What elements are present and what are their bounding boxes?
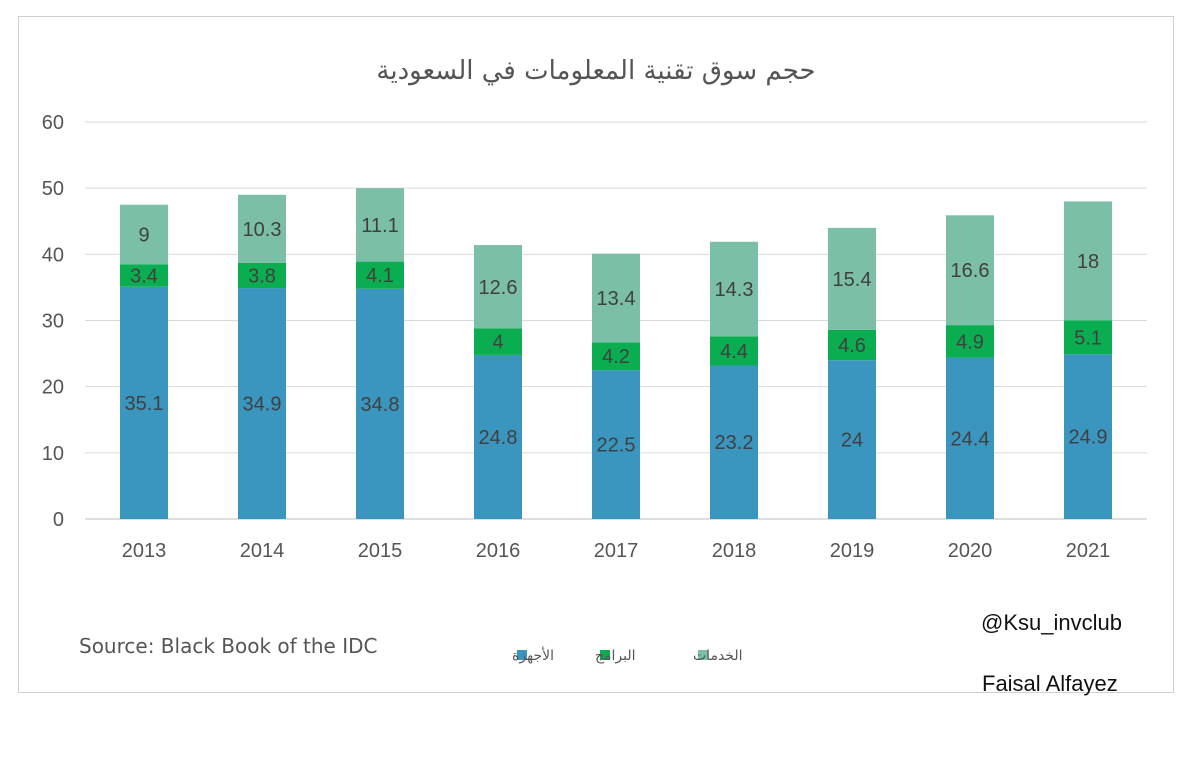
x-tick-label: 2016 <box>476 540 521 562</box>
x-axis: 2013 2014 2015 2016 2017 2018 2019 2020 2021 <box>122 540 1111 562</box>
x-tick-label: 2021 <box>1066 540 1111 562</box>
bar-segment <box>828 227 876 330</box>
y-axis: 0 10 20 30 40 50 60 <box>42 112 64 531</box>
bar-segment <box>592 370 640 519</box>
x-tick-label: 2014 <box>240 540 285 562</box>
data-label: 3.8 <box>248 266 276 288</box>
data-label: 3.4 <box>130 266 158 288</box>
bar-segment <box>238 194 286 263</box>
bar-segment <box>356 188 404 262</box>
data-label: 15.4 <box>833 269 872 291</box>
bar-segment <box>356 261 404 289</box>
bar-segment <box>120 264 168 287</box>
bar-segment <box>710 241 758 337</box>
y-tick-label: 50 <box>42 178 64 200</box>
bar-segment <box>474 354 522 519</box>
data-label: 35.1 <box>125 393 164 415</box>
bar-segment <box>238 262 286 289</box>
data-label: 10.3 <box>243 219 282 241</box>
bar-segment <box>238 288 286 519</box>
data-label: 4.1 <box>366 265 394 287</box>
data-label: 4.6 <box>838 335 866 357</box>
stacked-bar-chart: حجم سوق تقنية المعلومات في السعودية 0 10 2… <box>42 56 1147 664</box>
bar-segment <box>474 328 522 355</box>
bar-segment <box>120 286 168 519</box>
data-label: 9 <box>138 224 149 246</box>
y-tick-label: 20 <box>42 377 64 399</box>
bar-segment <box>474 245 522 329</box>
data-label: 22.5 <box>597 435 636 457</box>
bar-segment <box>120 204 168 265</box>
y-tick-label: 40 <box>42 244 64 266</box>
data-label: 16.6 <box>951 260 990 282</box>
x-tick-label: 2020 <box>948 540 993 562</box>
data-label: 24.8 <box>479 427 518 449</box>
bar-segment <box>1064 201 1112 321</box>
x-tick-label: 2019 <box>830 540 875 562</box>
bar-segment <box>828 329 876 361</box>
chart-title: حجم سوق تقنية المعلومات في السعودية <box>376 56 815 86</box>
x-tick-label: 2015 <box>358 540 403 562</box>
data-label: 24.4 <box>951 428 990 450</box>
data-label: 14.3 <box>715 279 754 301</box>
bars: 35.1 3.4 9 34.9 3.8 10.3 34.8 4.1 11.1 24.8 4 12.6 2… <box>120 188 1112 519</box>
data-label: 4 <box>492 332 503 354</box>
data-label: 24.9 <box>1069 427 1108 449</box>
bar-segment <box>592 253 640 343</box>
data-label: 5.1 <box>1074 327 1102 349</box>
bar-segment <box>946 325 994 358</box>
source-note: Source: Black Book of the IDC <box>79 634 378 658</box>
bar-segment <box>828 360 876 519</box>
bar-segment <box>946 215 994 326</box>
x-tick-label: 2017 <box>594 540 639 562</box>
data-label: 11.1 <box>361 215 398 237</box>
data-label: 13.4 <box>597 288 636 310</box>
bar-segment <box>1064 320 1112 355</box>
legend-swatch <box>517 650 527 660</box>
data-label: 4.4 <box>720 341 748 363</box>
legend-label: البرامج <box>595 648 636 664</box>
bar-segment <box>356 288 404 519</box>
chart-frame: حجم سوق تقنية المعلومات في السعودية 0 10 2… <box>18 16 1174 696</box>
legend: الأجهزة البرامج الخدمات <box>512 646 743 664</box>
twitter-handle: @Ksu_invclub <box>981 610 1122 635</box>
legend-swatch <box>698 650 708 660</box>
legend-label: الأجهزة <box>512 646 554 664</box>
y-tick-label: 30 <box>42 311 64 333</box>
data-label: 18 <box>1077 251 1099 273</box>
data-label: 23.2 <box>715 432 754 454</box>
bar-segment <box>710 336 758 366</box>
legend-swatch <box>600 650 610 660</box>
bar-segment <box>592 342 640 371</box>
y-tick-label: 10 <box>42 443 64 465</box>
data-label: 24 <box>841 430 863 452</box>
y-tick-label: 0 <box>53 509 64 531</box>
author-name: Faisal Alfayez <box>982 671 1118 696</box>
data-label: 12.6 <box>479 277 518 299</box>
data-label: 4.9 <box>956 331 984 353</box>
y-tick-label: 60 <box>42 112 64 134</box>
legend-label: الخدمات <box>693 648 743 664</box>
bar-segment <box>1064 354 1112 519</box>
bar-segment <box>710 365 758 519</box>
bar-segment <box>946 357 994 519</box>
data-label: 34.8 <box>361 394 400 416</box>
data-label: 34.9 <box>243 394 282 416</box>
x-tick-label: 2018 <box>712 540 757 562</box>
x-tick-label: 2013 <box>122 540 167 562</box>
data-label: 4.2 <box>602 346 630 368</box>
